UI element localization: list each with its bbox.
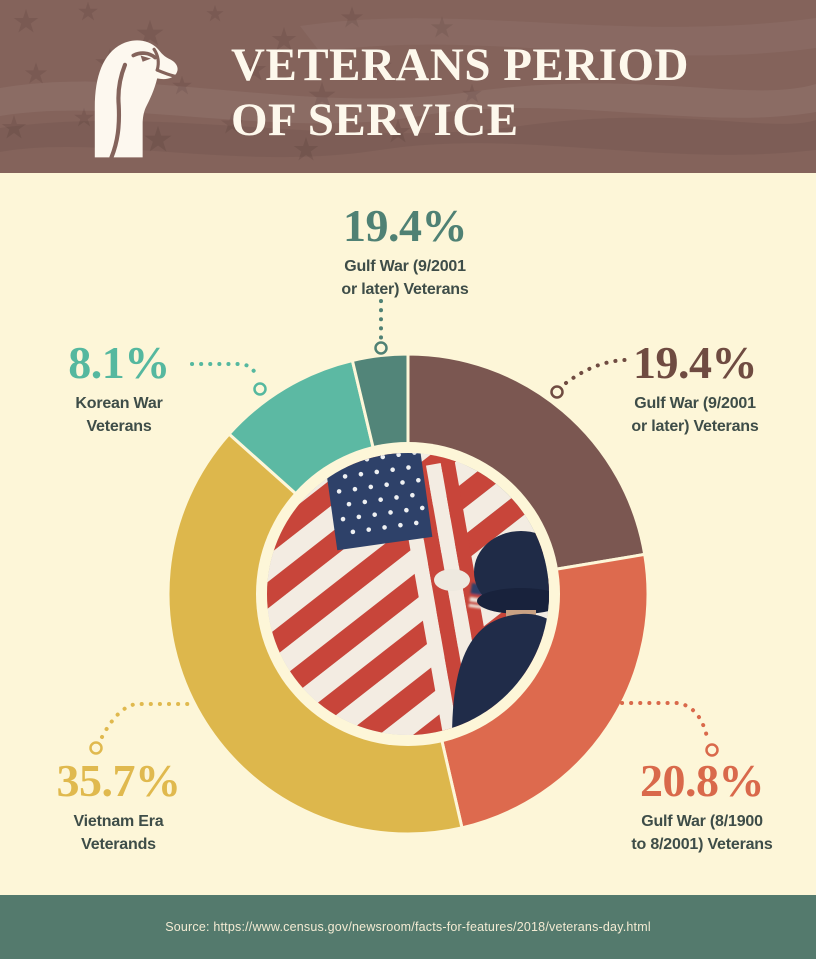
leader-dots (564, 357, 633, 385)
label-gulf-war-2001-right: 19.4% Gulf War (9/2001 or later) Veteran… (590, 340, 800, 438)
footer-bar: Source: https://www.census.gov/newsroom/… (0, 895, 816, 959)
canton-stars (332, 453, 425, 535)
percentage-value: 19.4% (343, 200, 468, 251)
segment-name: Korean War Veterans (75, 395, 163, 435)
page-title-line2: OF SERVICE (231, 94, 519, 146)
percentage-value: 8.1% (68, 337, 170, 388)
leader-dots (100, 702, 191, 739)
leader-endpoint-ring (374, 341, 388, 355)
label-gulf-war-1990: 20.8% Gulf War (8/1900 to 8/2001) Vetera… (592, 758, 812, 856)
leader-endpoint-ring (550, 385, 564, 399)
percentage-value: 20.8% (640, 755, 765, 806)
label-korean-war: 8.1% Korean War Veterans (29, 340, 209, 438)
label-gulf-war-2001-top: 19.4% Gulf War (9/2001 or later) Veteran… (275, 203, 535, 301)
segment-name: Gulf War (9/2001 or later) Veterans (631, 395, 759, 435)
page-title-line1: VETERANS PERIOD (231, 39, 689, 91)
header-banner: VETERANS PERIOD OF SERVICE (0, 0, 816, 173)
photo-sailor-cap (434, 569, 470, 591)
percentage-value: 35.7% (56, 755, 182, 806)
label-vietnam-era: 35.7% Vietnam Era Veterands (26, 758, 211, 856)
percentage-value: 19.4% (633, 337, 758, 388)
leader-endpoint-ring (705, 743, 719, 757)
leader-lines (89, 299, 719, 757)
page-title: VETERANS PERIOD OF SERVICE (231, 38, 689, 148)
waves-pattern (0, 18, 816, 158)
source-text: Source: https://www.census.gov/newsroom/… (165, 920, 651, 934)
segment-name: Gulf War (8/1900 to 8/2001) Veterans (631, 813, 773, 853)
segment-name: Vietnam Era Veterands (73, 813, 164, 853)
leader-dots (620, 701, 709, 739)
segment-name: Gulf War (9/2001 or later) Veterans (341, 258, 469, 298)
leader-endpoint-ring (253, 382, 267, 396)
leader-endpoint-ring (89, 741, 103, 755)
photo-flag-canton (323, 453, 433, 551)
eagle-icon (94, 40, 178, 158)
flag-pattern-background (0, 1, 816, 161)
